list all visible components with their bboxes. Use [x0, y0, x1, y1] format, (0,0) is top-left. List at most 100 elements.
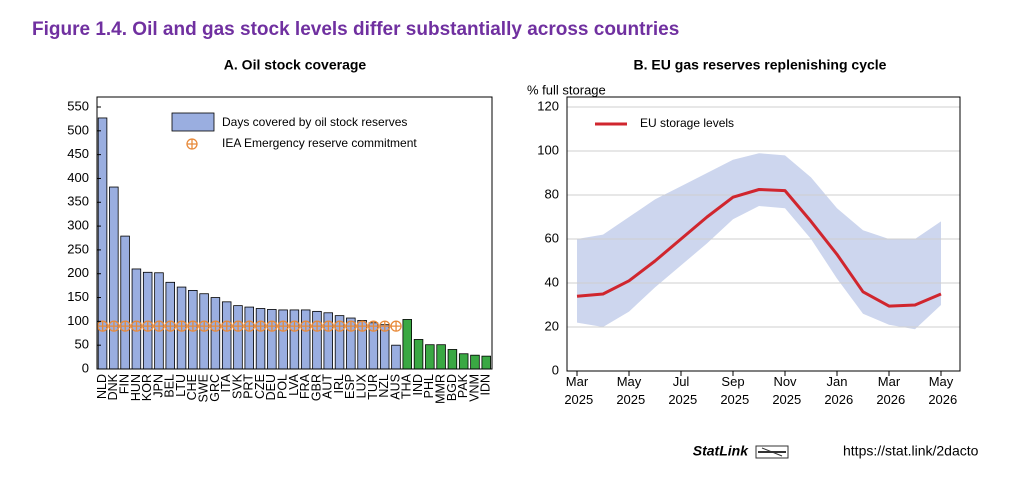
- bar: [413, 339, 424, 370]
- x-tick-label: IDN: [479, 374, 493, 396]
- x-tick-label: SWE: [197, 374, 211, 402]
- y-tick-label: 100: [67, 313, 89, 328]
- x-tick-label: FRA: [298, 373, 312, 399]
- bar: [120, 235, 130, 370]
- x-tick-label: VNM: [467, 374, 481, 402]
- bar: [481, 355, 491, 370]
- reserve-marker: [322, 320, 335, 332]
- y-tick-label: 400: [67, 170, 89, 185]
- reserve-marker: [277, 320, 289, 332]
- x-tick-label: CZE: [253, 374, 267, 399]
- x-tick-label: ESP: [343, 374, 357, 399]
- y-tick-label: 100: [537, 142, 559, 157]
- x-tick-label: GBR: [309, 374, 323, 401]
- reserve-marker: [367, 320, 380, 332]
- y-tick-label: 120: [537, 98, 559, 113]
- legend-label: Days covered by oil stock reserves: [222, 115, 407, 129]
- bar: [255, 308, 266, 370]
- bar: [289, 309, 300, 370]
- reserve-marker: [108, 320, 120, 332]
- y-tick-label: 550: [67, 98, 89, 113]
- statlink-url[interactable]: https://stat.link/2dacto: [843, 443, 979, 459]
- plot-frame: [96, 96, 493, 370]
- figure-title: Figure 1.4. Oil and gas stock levels dif…: [32, 19, 679, 40]
- bar: [436, 344, 446, 370]
- bar: [233, 305, 243, 370]
- reserve-marker: [390, 320, 402, 332]
- y-tick-label: 0: [82, 360, 89, 375]
- x-tick-label: PHL: [422, 374, 436, 398]
- x-tick-label: Mar 2025: [561, 374, 594, 407]
- y-tick-label: 50: [75, 337, 89, 352]
- x-tick-label: FIN: [118, 374, 132, 394]
- x-tick-label: HUN: [129, 374, 143, 401]
- y-tick-label: 300: [67, 218, 89, 233]
- panel-title: B. EU gas reserves replenishing cycle: [634, 57, 887, 73]
- x-tick-label: AUS: [388, 374, 402, 400]
- statlink-icon: [755, 445, 789, 459]
- x-tick-label: NZL: [377, 374, 391, 398]
- x-tick-label: KOR: [140, 374, 154, 401]
- x-tick-label: THA: [400, 373, 414, 399]
- reserve-marker: [311, 320, 323, 332]
- bar: [278, 309, 288, 370]
- x-tick-label: BGD: [445, 374, 459, 401]
- reserve-marker: [243, 320, 256, 332]
- legend-label: IEA Emergency reserve commitment: [222, 136, 417, 150]
- legend-marker: [186, 138, 198, 150]
- bar: [300, 309, 311, 370]
- x-tick-label: Jul 2025: [665, 374, 698, 407]
- y-tick-label: 500: [67, 122, 89, 137]
- x-tick-label: Jan 2026: [821, 374, 854, 407]
- x-tick-label: PRT: [242, 374, 256, 399]
- x-tick-label: JPN: [151, 374, 165, 398]
- bar: [312, 310, 322, 370]
- reserve-marker: [232, 320, 244, 332]
- x-tick-label: May 2026: [925, 374, 958, 407]
- reserve-marker: [175, 320, 188, 332]
- reserve-marker: [288, 320, 301, 332]
- x-tick-label: AUT: [321, 374, 335, 399]
- y-tick-label: 200: [67, 265, 89, 280]
- x-tick-label: SVK: [230, 373, 244, 399]
- bar: [221, 301, 232, 370]
- y-tick-label: 20: [545, 318, 559, 333]
- x-tick-label: LVA: [287, 373, 301, 395]
- bar: [447, 349, 458, 370]
- x-tick-label: NLD: [95, 374, 109, 399]
- x-tick-label: LTU: [174, 374, 188, 397]
- reserve-marker: [333, 320, 346, 332]
- y-tick-label: 350: [67, 194, 89, 209]
- x-tick-label: MMR: [434, 374, 448, 404]
- reserve-marker: [266, 320, 278, 332]
- reserve-marker: [187, 320, 199, 332]
- bar: [210, 297, 221, 370]
- y-tick-label: 60: [545, 230, 559, 245]
- range-band: [577, 153, 941, 330]
- y-tick-label: 150: [67, 289, 89, 304]
- reserve-marker: [209, 320, 222, 332]
- y-tick-label: 250: [67, 241, 89, 256]
- reserve-marker: [153, 320, 165, 332]
- x-tick-label: IND: [411, 374, 425, 396]
- bar: [267, 309, 277, 370]
- x-tick-label: IRL: [332, 374, 346, 394]
- reserve-marker: [119, 320, 131, 332]
- plot-frame: [566, 96, 961, 372]
- bar: [402, 319, 412, 370]
- bar: [244, 306, 255, 370]
- bar: [458, 353, 469, 370]
- reserve-marker: [130, 320, 143, 332]
- x-tick-label: POL: [276, 374, 290, 399]
- legend-label: EU storage levels: [640, 116, 734, 130]
- line: [576, 188, 942, 308]
- y-tick-label: 450: [67, 146, 89, 161]
- x-tick-label: Sep 2025: [717, 374, 750, 407]
- bar: [131, 268, 142, 370]
- bar: [470, 354, 480, 370]
- x-tick-label: GRC: [208, 374, 222, 402]
- reserve-marker: [345, 320, 357, 332]
- panel-title: A. Oil stock coverage: [224, 57, 367, 73]
- y-tick-label: 40: [545, 274, 559, 289]
